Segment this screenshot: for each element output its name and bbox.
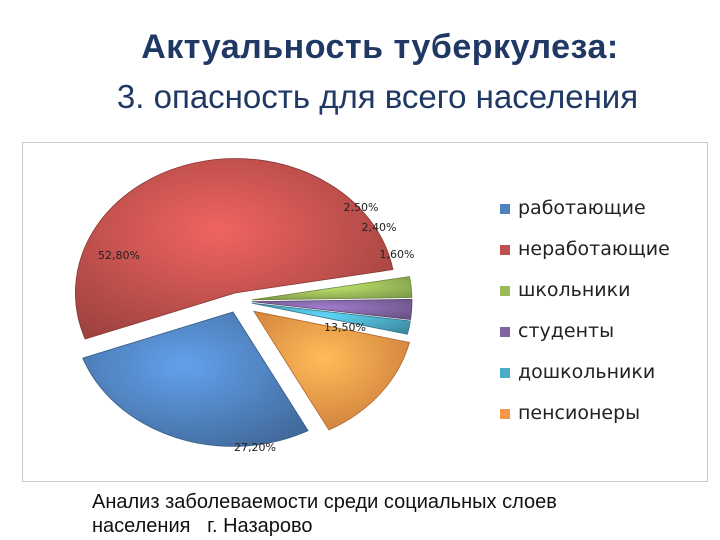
slice-data-label: 52,80% <box>98 249 140 262</box>
slide-title: Актуальность туберкулеза: <box>141 28 619 66</box>
caption-line-1: Анализ заболеваемости среди социальных с… <box>92 491 557 513</box>
slice-data-label: 2,50% <box>344 201 379 214</box>
slice-data-label: 13,50% <box>324 321 366 334</box>
legend-swatch <box>500 245 510 255</box>
slice-data-label: 1,60% <box>380 248 415 261</box>
legend-swatch <box>500 286 510 296</box>
slice-data-label: 2,40% <box>362 221 397 234</box>
pie-chart: 27,20% 52,80% 2,50% 2,40% 1,60% 13,50% работа… <box>22 142 708 482</box>
legend-swatch <box>500 409 510 419</box>
pie-slice-1 <box>82 311 309 447</box>
pie-chart-canvas: 27,20% 52,80% 2,50% 2,40% 1,60% 13,50% работа… <box>75 158 670 454</box>
legend-label: пенсионеры <box>518 402 640 424</box>
chart-caption: Анализ заболеваемости среди социальных с… <box>92 490 712 538</box>
legend-swatch <box>500 204 510 214</box>
pie-slice-3 <box>251 276 413 301</box>
legend-swatch <box>500 327 510 337</box>
legend-label: неработающие <box>518 238 670 260</box>
pie-slice-6 <box>252 310 410 431</box>
slice-data-label: 27,20% <box>234 441 276 454</box>
pie-slice-5 <box>251 302 411 335</box>
legend-swatch <box>500 368 510 378</box>
slide-subtitle: 3. опасность для всего населения <box>116 78 639 115</box>
legend-label: дошкольники <box>518 361 655 383</box>
legend-label: студенты <box>518 320 614 342</box>
pie-slice-2 <box>75 158 394 340</box>
legend-label: работающие <box>518 197 646 219</box>
caption-line-2: населения г. Назарово <box>92 515 313 537</box>
legend-label: школьники <box>518 279 630 301</box>
pie-slice-4 <box>251 298 413 320</box>
